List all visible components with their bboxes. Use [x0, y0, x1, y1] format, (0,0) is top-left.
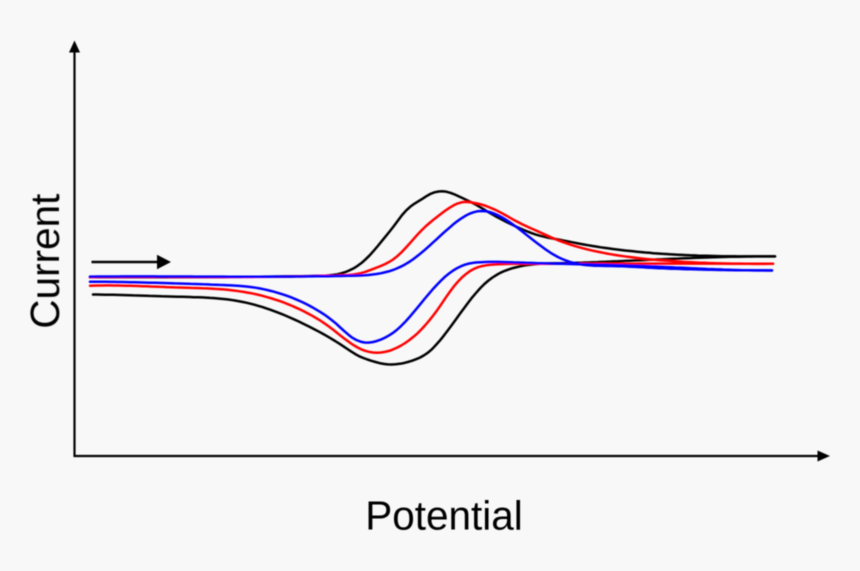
svg-text:Potential: Potential [365, 492, 523, 538]
svg-text:Current: Current [22, 194, 68, 329]
